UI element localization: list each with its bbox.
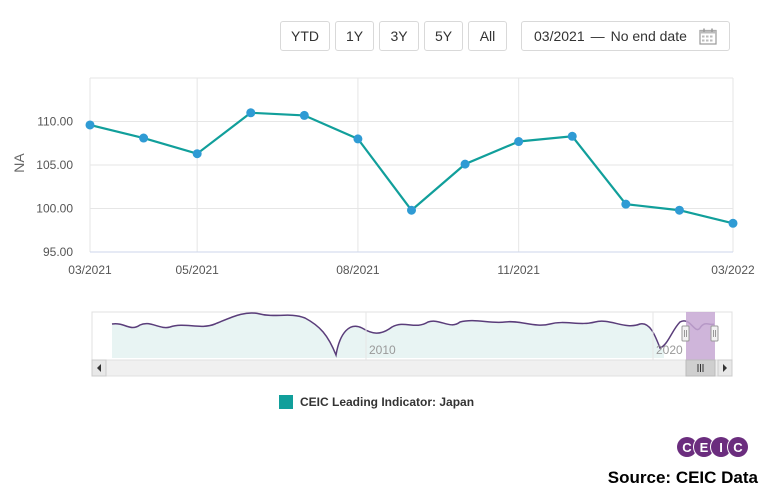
data-point[interactable] <box>85 120 95 130</box>
legend-item[interactable]: CEIC Leading Indicator: Japan <box>279 395 474 409</box>
main-chart: 03/2021 05/2021 08/2021 11/2021 03/2022 110.0… <box>11 77 755 277</box>
range-3y-button[interactable]: 3Y <box>379 21 419 51</box>
date-start: 03/2021 <box>534 28 585 44</box>
range-1y-button[interactable]: 1Y <box>335 21 374 51</box>
date-separator: — <box>590 28 605 44</box>
data-point[interactable] <box>460 159 470 169</box>
x-tick-label: 08/2021 <box>336 263 380 277</box>
y-tick-label: 95.00 <box>43 245 73 259</box>
legend-label: CEIC Leading Indicator: Japan <box>300 395 475 409</box>
range-5y-button[interactable]: 5Y <box>424 21 463 51</box>
calendar-icon[interactable] <box>699 28 717 45</box>
logo-letter: C <box>677 437 697 457</box>
source-caption: Source: CEIC Data <box>607 468 758 487</box>
date-range-input[interactable]: 03/2021 — No end date <box>521 21 730 51</box>
range-ytd-button[interactable]: YTD <box>280 21 330 51</box>
grip-icon[interactable] <box>685 359 716 377</box>
x-tick-label: 11/2021 <box>497 263 540 277</box>
arrow-right-icon[interactable] <box>717 359 733 377</box>
navigator-year-2010: 2010 <box>369 343 396 357</box>
navigator[interactable]: 2010 2020 <box>0 300 762 380</box>
x-tick-label: 05/2021 <box>175 263 219 277</box>
navigator-year-2020: 2020 <box>656 343 683 357</box>
data-point[interactable] <box>514 137 524 147</box>
logo-letter: C <box>728 437 748 457</box>
navigator-handle-right[interactable] <box>710 325 719 342</box>
navigator-scrollbar[interactable] <box>91 359 733 377</box>
data-point[interactable] <box>299 110 309 120</box>
x-tick-label: 03/2021 <box>68 263 112 277</box>
range-all-button[interactable]: All <box>468 21 507 51</box>
y-tick-label: 110.00 <box>37 115 73 129</box>
date-end: No end date <box>610 28 687 44</box>
arrow-left-icon[interactable] <box>91 359 107 377</box>
y-axis-label: NA <box>11 153 27 173</box>
data-point[interactable] <box>674 205 684 215</box>
data-point[interactable] <box>567 131 577 141</box>
data-point[interactable] <box>728 218 738 228</box>
legend-swatch <box>279 395 293 409</box>
data-point[interactable] <box>407 205 416 215</box>
data-point[interactable] <box>353 134 363 144</box>
logo-letter: I <box>711 437 731 457</box>
data-point[interactable] <box>192 149 202 159</box>
logo-letter: E <box>694 437 714 457</box>
y-tick-label: 105.00 <box>36 158 73 172</box>
data-point[interactable] <box>246 108 256 118</box>
data-point[interactable] <box>621 199 631 209</box>
navigator-handle-left[interactable] <box>681 325 690 342</box>
data-point[interactable] <box>139 133 149 143</box>
x-tick-label: 03/2022 <box>711 263 755 277</box>
y-tick-label: 100.00 <box>36 202 73 216</box>
ceic-logo: C E I C <box>677 437 748 457</box>
